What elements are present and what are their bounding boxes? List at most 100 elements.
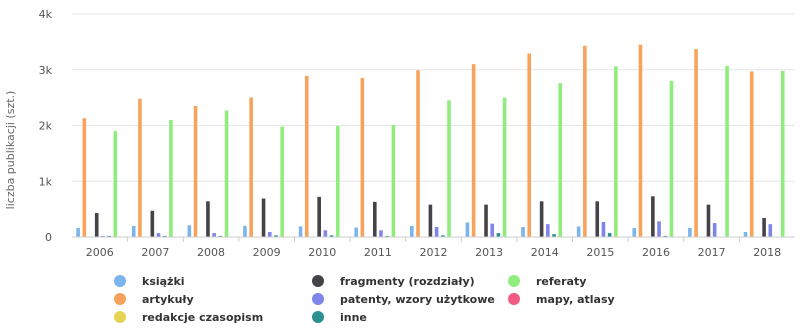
bar[interactable]: [138, 99, 142, 237]
x-tick-label: 2016: [642, 246, 670, 259]
bar[interactable]: [429, 205, 433, 237]
y-tick-label: 4k: [39, 8, 53, 21]
bar[interactable]: [447, 100, 451, 237]
bar[interactable]: [416, 70, 420, 237]
legend-swatch: [312, 275, 324, 287]
legend-swatch: [114, 275, 126, 287]
bar[interactable]: [503, 98, 507, 237]
bar[interactable]: [521, 227, 525, 237]
bar[interactable]: [546, 224, 550, 237]
legend: książki artykuły redakcje czasopism fragmen…: [114, 275, 615, 324]
bar[interactable]: [595, 201, 599, 237]
bar[interactable]: [373, 202, 377, 237]
legend-swatch: [508, 275, 520, 287]
legend-label: książki: [142, 275, 185, 288]
bar[interactable]: [725, 66, 729, 237]
legend-item[interactable]: książki: [114, 275, 185, 288]
bar[interactable]: [484, 205, 488, 237]
bar[interactable]: [194, 106, 198, 237]
bar[interactable]: [379, 230, 383, 237]
legend-swatch: [114, 293, 126, 305]
legend-item[interactable]: artykuły: [114, 293, 194, 306]
x-tick-label: 2006: [86, 246, 114, 259]
legend-item[interactable]: redakcje czasopism: [114, 311, 263, 324]
x-tick-label: 2015: [586, 246, 614, 259]
x-tick-label: 2010: [308, 246, 336, 259]
x-tick-label: 2017: [698, 246, 726, 259]
legend-swatch: [508, 293, 520, 305]
bar[interactable]: [132, 226, 136, 237]
legend-item[interactable]: inne: [312, 311, 367, 324]
bar[interactable]: [336, 126, 340, 237]
legend-label: referaty: [536, 275, 586, 288]
bar[interactable]: [540, 201, 544, 237]
bar[interactable]: [354, 228, 358, 237]
bar[interactable]: [262, 199, 266, 237]
legend-label: artykuły: [142, 293, 194, 306]
legend-item[interactable]: referaty: [508, 275, 586, 288]
bar[interactable]: [361, 78, 365, 237]
bar[interactable]: [632, 228, 636, 237]
x-tick-label: 2011: [364, 246, 392, 259]
bar[interactable]: [657, 221, 661, 237]
bar[interactable]: [268, 232, 272, 237]
legend-item[interactable]: fragmenty (rozdziały): [312, 275, 475, 288]
bar[interactable]: [768, 224, 772, 237]
bar[interactable]: [694, 49, 698, 237]
y-axis-title: liczba publikacji (szt.): [4, 91, 17, 210]
bar[interactable]: [157, 233, 161, 237]
bar[interactable]: [392, 125, 396, 237]
bar[interactable]: [435, 227, 439, 237]
bar[interactable]: [324, 230, 328, 237]
bar[interactable]: [280, 127, 284, 237]
bar[interactable]: [614, 66, 618, 237]
y-tick-label: 0: [45, 231, 52, 244]
bar[interactable]: [212, 233, 216, 237]
bar[interactable]: [602, 222, 606, 237]
bar[interactable]: [83, 118, 87, 237]
bar[interactable]: [651, 196, 655, 237]
bar[interactable]: [95, 213, 99, 237]
bar[interactable]: [639, 45, 643, 237]
bar[interactable]: [249, 98, 253, 237]
legend-item[interactable]: patenty, wzory użytkowe: [312, 293, 495, 306]
gridlines: [72, 14, 795, 181]
bar[interactable]: [527, 54, 531, 237]
bar[interactable]: [781, 71, 785, 237]
bar[interactable]: [472, 64, 476, 237]
bar[interactable]: [608, 233, 612, 237]
bar[interactable]: [744, 232, 748, 237]
legend-item[interactable]: mapy, atlasy: [508, 293, 615, 306]
bar[interactable]: [497, 233, 501, 237]
bar[interactable]: [750, 71, 754, 237]
bar[interactable]: [76, 228, 80, 237]
bar[interactable]: [114, 131, 118, 237]
bar[interactable]: [670, 81, 674, 237]
bar[interactable]: [490, 224, 494, 237]
bar[interactable]: [583, 46, 587, 237]
legend-label: inne: [340, 311, 367, 324]
legend-label: mapy, atlasy: [536, 293, 615, 306]
bar[interactable]: [466, 223, 470, 238]
bar[interactable]: [558, 83, 562, 237]
bar[interactable]: [243, 226, 247, 237]
bar[interactable]: [151, 211, 155, 237]
legend-swatch: [114, 311, 126, 323]
bar[interactable]: [188, 225, 192, 237]
bar[interactable]: [169, 120, 173, 237]
bar[interactable]: [713, 223, 717, 237]
bar[interactable]: [206, 201, 210, 237]
bar[interactable]: [299, 226, 303, 237]
bar[interactable]: [688, 228, 692, 237]
bar[interactable]: [577, 226, 581, 237]
bar[interactable]: [225, 110, 229, 237]
x-tick-label: 2008: [197, 246, 225, 259]
bar[interactable]: [410, 226, 414, 237]
bar[interactable]: [707, 205, 711, 237]
bar[interactable]: [317, 197, 321, 237]
bar[interactable]: [762, 218, 766, 237]
bar[interactable]: [305, 76, 309, 237]
x-tick-label: 2007: [141, 246, 169, 259]
x-tick-label: 2018: [753, 246, 781, 259]
